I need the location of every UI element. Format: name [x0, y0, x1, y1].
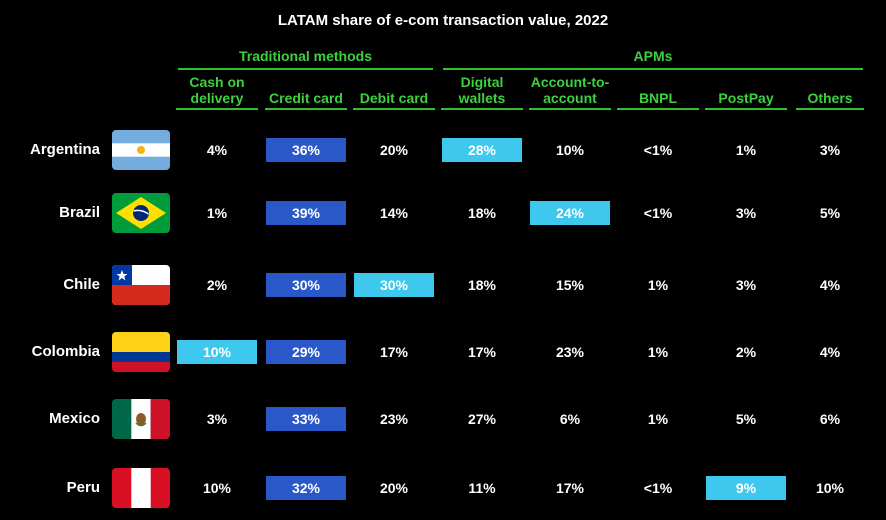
table-cell: 1% — [735, 142, 757, 158]
table-cell: 10% — [555, 142, 585, 158]
column-header-digital-wallets: Digital wallets — [434, 74, 530, 106]
table-cell: 5% — [819, 205, 841, 221]
column-underline — [705, 108, 787, 110]
country-label-peru: Peru — [66, 479, 100, 496]
table-cell: <1% — [643, 480, 673, 496]
column-header-line: Debit card — [359, 90, 429, 106]
table-cell: 14% — [379, 205, 409, 221]
table-cell: 30% — [266, 273, 346, 297]
peru-flag-icon — [112, 468, 170, 508]
colombia-flag-icon — [112, 332, 170, 372]
table-cell: 23% — [555, 344, 585, 360]
column-underline — [441, 108, 523, 110]
table-cell: 20% — [379, 142, 409, 158]
column-header-line: Credit card — [269, 90, 343, 106]
table-cell: 4% — [819, 344, 841, 360]
column-underline — [176, 108, 258, 110]
group-divider-traditional — [178, 68, 433, 70]
column-underline — [617, 108, 699, 110]
table-cell: 10% — [177, 340, 257, 364]
table-cell: 4% — [819, 277, 841, 293]
column-header-credit-card: Credit card — [258, 74, 354, 106]
table-cell: 20% — [379, 480, 409, 496]
table-cell: 3% — [819, 142, 841, 158]
table-cell: 17% — [379, 344, 409, 360]
table-cell: 29% — [266, 340, 346, 364]
country-label-colombia: Colombia — [31, 343, 100, 360]
column-header-others: Others — [782, 74, 878, 106]
table-cell: 6% — [559, 411, 581, 427]
chart-title: LATAM share of e-com transaction value, … — [277, 12, 609, 29]
table-cell: 1% — [647, 344, 669, 360]
table-cell: 30% — [354, 273, 434, 297]
country-label-argentina: Argentina — [29, 141, 100, 158]
column-underline — [265, 108, 347, 110]
table-cell: 17% — [555, 480, 585, 496]
column-header-line: account — [543, 90, 597, 106]
table-cell: <1% — [643, 205, 673, 221]
column-header-line: Others — [807, 90, 853, 106]
column-underline — [353, 108, 435, 110]
table-cell: 10% — [202, 480, 232, 496]
group-label-apms: APMs — [633, 48, 673, 64]
column-header-line: Digital — [460, 74, 504, 90]
table-cell: 18% — [467, 205, 497, 221]
table-cell: 1% — [647, 277, 669, 293]
table-cell: 11% — [468, 480, 496, 496]
chile-flag-icon — [112, 265, 170, 305]
column-header-line: wallets — [458, 90, 506, 106]
table-cell: 3% — [735, 277, 757, 293]
column-underline — [529, 108, 611, 110]
table-cell: <1% — [643, 142, 673, 158]
mexico-flag-icon — [112, 399, 170, 439]
brazil-flag-icon — [112, 193, 170, 233]
table-cell: 33% — [266, 407, 346, 431]
column-header-line: Account-to- — [530, 74, 610, 90]
table-cell: 23% — [379, 411, 409, 427]
table-cell: 17% — [467, 344, 497, 360]
table-cell: 2% — [735, 344, 757, 360]
country-label-brazil: Brazil — [59, 204, 100, 221]
group-label-traditional: Traditional methods — [238, 48, 372, 64]
column-header-bnpl: BNPL — [610, 74, 706, 106]
table-cell: 1% — [647, 411, 669, 427]
table-cell: 15% — [555, 277, 585, 293]
table-cell: 36% — [266, 138, 346, 162]
column-header-postpay: PostPay — [698, 74, 794, 106]
table-cell: 28% — [442, 138, 522, 162]
argentina-flag-icon — [112, 130, 170, 170]
table-cell: 18% — [467, 277, 497, 293]
column-header-line: PostPay — [718, 90, 774, 106]
column-underline — [796, 108, 864, 110]
country-label-mexico: Mexico — [49, 410, 100, 427]
column-header-cash-on-delivery: Cash on delivery — [169, 74, 265, 106]
group-divider-apms — [443, 68, 863, 70]
table-cell: 1% — [206, 205, 228, 221]
table-cell: 3% — [206, 411, 228, 427]
table-cell: 39% — [266, 201, 346, 225]
table-cell: 10% — [815, 480, 845, 496]
column-header-line: delivery — [190, 90, 244, 106]
country-label-chile: Chile — [63, 276, 100, 293]
table-cell: 32% — [266, 476, 346, 500]
column-header-line: Cash on — [189, 74, 245, 90]
table-cell: 9% — [706, 476, 786, 500]
table-cell: 2% — [206, 277, 228, 293]
table-cell: 24% — [530, 201, 610, 225]
column-header-debit-card: Debit card — [346, 74, 442, 106]
table-cell: 3% — [735, 205, 757, 221]
column-header-account-to-account: Account-to-account — [522, 74, 618, 106]
table-cell: 27% — [467, 411, 497, 427]
table-cell: 5% — [735, 411, 757, 427]
table-cell: 6% — [819, 411, 841, 427]
column-header-line: BNPL — [638, 90, 678, 106]
table-cell: 4% — [206, 142, 228, 158]
